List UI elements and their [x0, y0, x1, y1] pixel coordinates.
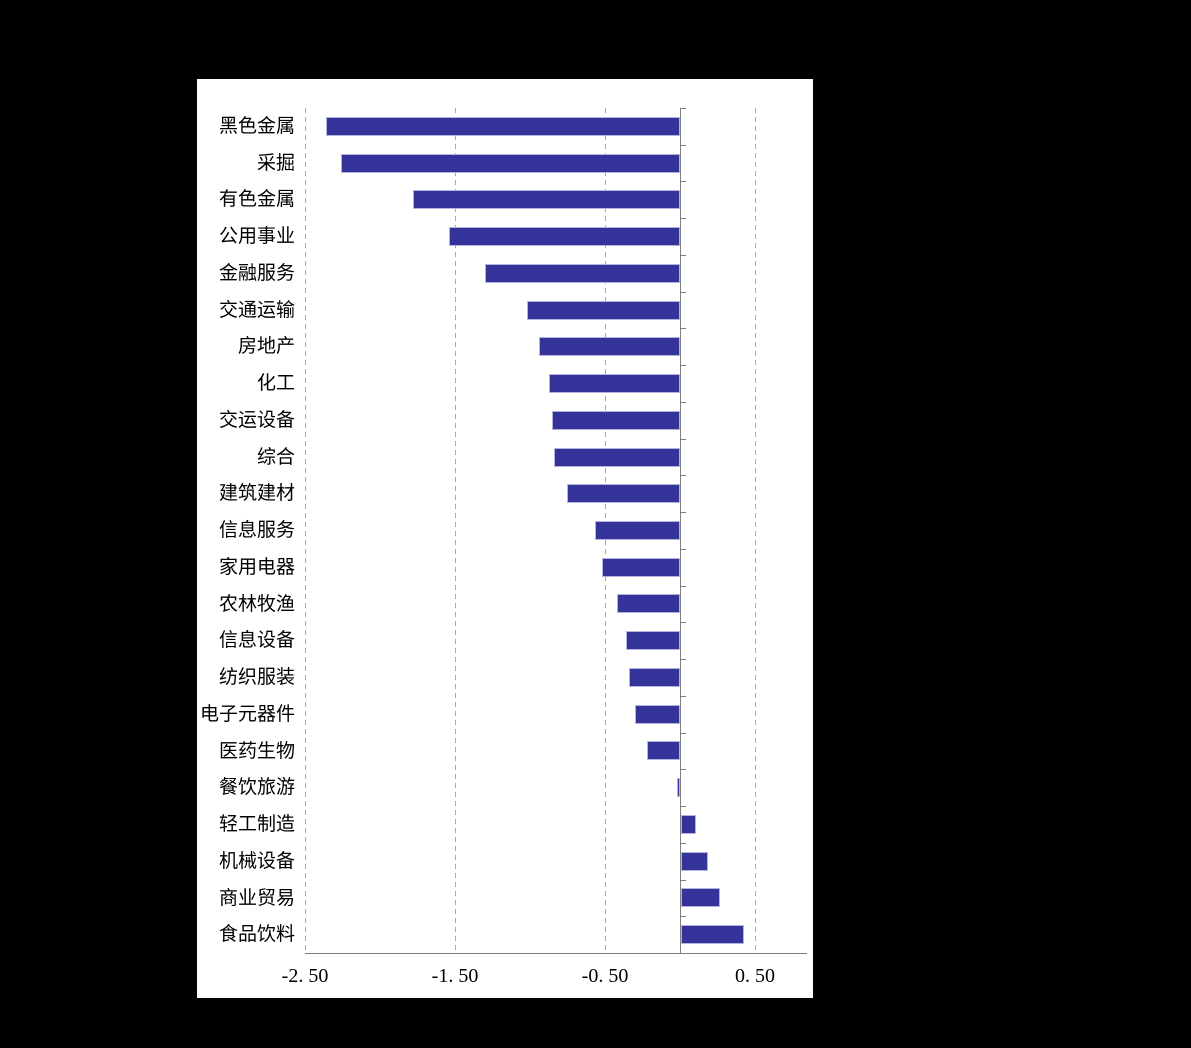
category-label: 商业贸易	[218, 888, 295, 909]
zero-axis-tick	[680, 769, 686, 770]
zero-axis-tick	[680, 365, 686, 366]
zero-axis-tick	[680, 586, 686, 587]
x-tick-label: -0. 50	[581, 965, 629, 987]
category-label: 餐饮旅游	[218, 777, 295, 798]
category-label: 机械设备	[218, 851, 295, 872]
category-label: 黑色金属	[218, 116, 295, 137]
bar	[485, 264, 680, 283]
zero-axis-tick	[680, 806, 686, 807]
bar	[629, 668, 680, 687]
bar	[647, 741, 680, 760]
bar	[617, 594, 680, 613]
category-label: 综合	[256, 447, 295, 468]
zero-axis-tick	[680, 145, 686, 146]
bar	[681, 888, 720, 907]
bar	[681, 852, 708, 871]
category-label: 公用事业	[218, 226, 295, 247]
gridline	[755, 108, 756, 953]
plot-area: 黑色金属采掘有色金属公用事业金融服务交通运输房地产化工交运设备综合建筑建材信息服…	[197, 79, 813, 998]
zero-axis-tick	[680, 622, 686, 623]
bar	[595, 521, 680, 540]
category-label: 信息设备	[218, 630, 295, 651]
zero-axis-tick	[680, 696, 686, 697]
chart-image: 黑色金属采掘有色金属公用事业金融服务交通运输房地产化工交运设备综合建筑建材信息服…	[197, 79, 813, 998]
category-label: 电子元器件	[199, 704, 295, 725]
bar	[539, 337, 680, 356]
zero-axis-tick	[680, 475, 686, 476]
gridline	[305, 108, 306, 953]
zero-axis-tick	[680, 659, 686, 660]
x-tick-label: 0. 50	[735, 965, 775, 987]
category-label: 房地产	[237, 336, 295, 357]
zero-axis-tick	[680, 292, 686, 293]
category-label: 金融服务	[218, 263, 295, 284]
bar	[326, 117, 680, 136]
zero-axis-tick	[680, 255, 686, 256]
zero-axis-tick	[680, 108, 686, 109]
zero-axis-tick	[680, 549, 686, 550]
category-label: 化工	[256, 373, 295, 394]
zero-axis-tick	[680, 218, 686, 219]
zero-axis-tick	[680, 181, 686, 182]
bar	[635, 705, 680, 724]
category-label: 建筑建材	[218, 483, 295, 504]
category-label: 信息服务	[218, 520, 295, 541]
category-label: 医药生物	[218, 741, 295, 762]
bar	[626, 631, 680, 650]
zero-axis-tick	[680, 916, 686, 917]
bar	[567, 484, 680, 503]
zero-axis-tick	[680, 512, 686, 513]
bar	[677, 778, 680, 797]
bar	[449, 227, 680, 246]
bar	[527, 301, 680, 320]
category-label: 纺织服装	[218, 667, 295, 688]
zero-axis-tick	[680, 733, 686, 734]
category-label: 轻工制造	[218, 814, 295, 835]
category-label: 食品饮料	[218, 924, 295, 945]
bar	[549, 374, 680, 393]
zero-axis-tick	[680, 439, 686, 440]
bar	[602, 558, 680, 577]
bar	[552, 411, 680, 430]
bar	[554, 448, 680, 467]
category-label: 交运设备	[218, 410, 295, 431]
zero-axis-tick	[680, 402, 686, 403]
category-label: 家用电器	[218, 557, 295, 578]
bar	[681, 925, 744, 944]
zero-axis-line	[680, 108, 681, 953]
bar	[413, 190, 680, 209]
x-axis-line	[305, 953, 807, 954]
category-label: 有色金属	[218, 189, 295, 210]
bar	[341, 154, 680, 173]
gridline	[455, 108, 456, 953]
category-label: 采掘	[256, 153, 295, 174]
category-label: 农林牧渔	[218, 594, 295, 615]
zero-axis-tick	[680, 328, 686, 329]
zero-axis-tick	[680, 880, 686, 881]
x-tick-label: -1. 50	[431, 965, 479, 987]
x-tick-label: -2. 50	[281, 965, 329, 987]
category-label: 交通运输	[218, 300, 295, 321]
bar	[681, 815, 696, 834]
zero-axis-tick	[680, 843, 686, 844]
